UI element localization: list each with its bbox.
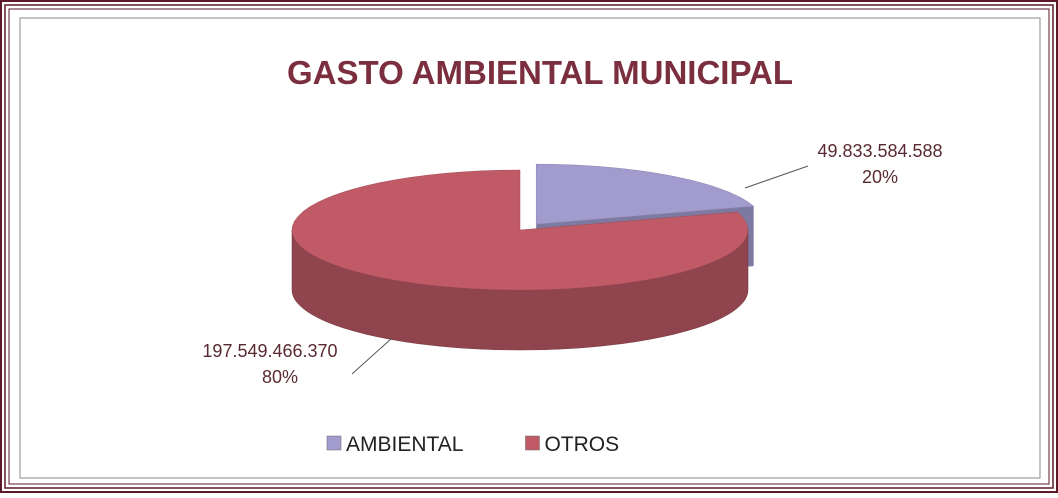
data-label-percent: 20% [862,167,898,187]
legend-label: OTROS [544,433,619,456]
legend-swatch [525,435,540,451]
slice [535,163,755,225]
slice [291,169,749,291]
data-label: 197.549.466.370 [202,341,337,361]
frame-mid [4,4,1054,489]
data-label: 49.833.584.588 [817,141,942,161]
frame-inner [8,8,1050,485]
leader-line [351,337,393,375]
legend-swatch [326,435,342,451]
data-label-percent: 80% [262,367,298,387]
legend-label: AMBIENTAL [346,433,463,456]
leader-line [744,165,809,189]
chart-title: GASTO AMBIENTAL MUNICIPAL [287,54,793,91]
